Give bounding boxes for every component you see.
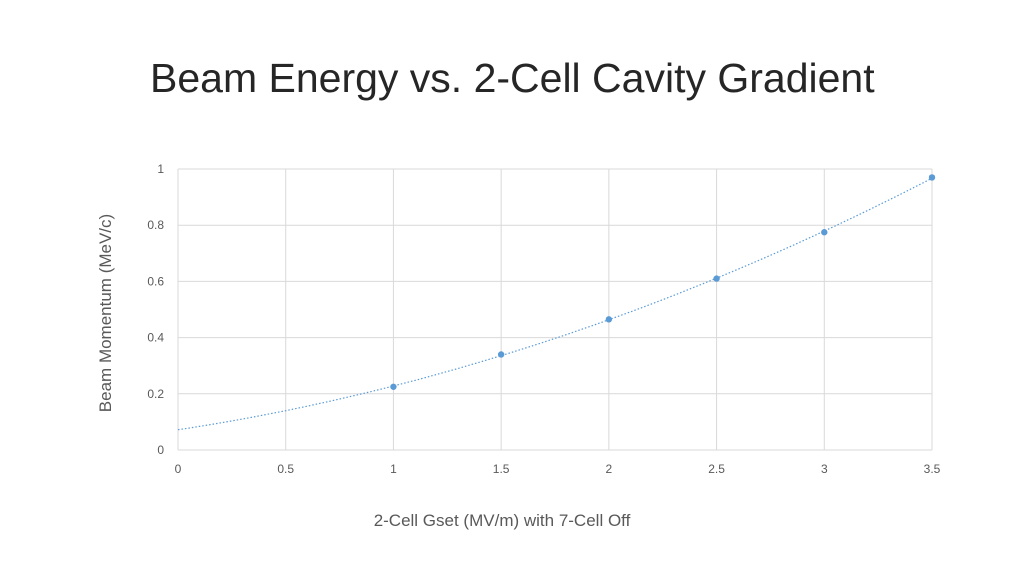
- data-point: [713, 275, 720, 282]
- data-point: [821, 229, 828, 236]
- data-points: [390, 174, 936, 390]
- y-tick-label: 0.4: [147, 331, 164, 345]
- x-axis-title: 2-Cell Gset (MV/m) with 7-Cell Off: [374, 511, 631, 530]
- x-tick-label: 2: [606, 462, 613, 476]
- data-point: [928, 174, 936, 181]
- y-tick-label: 0.2: [147, 387, 164, 401]
- y-tick-label: 0.6: [147, 274, 164, 288]
- y-tick-label: 0: [157, 443, 164, 457]
- x-tick-label: 1.5: [493, 462, 510, 476]
- trendline-group: [177, 177, 933, 431]
- x-tick-label: 3: [821, 462, 828, 476]
- x-tick-label: 3.5: [924, 462, 941, 476]
- trendline: [177, 177, 933, 431]
- data-point: [497, 351, 505, 358]
- y-tick-labels: 0 0.2 0.4 0.6 0.8 1: [147, 162, 164, 457]
- x-tick-label: 0: [175, 462, 182, 476]
- y-tick-label: 0.8: [147, 218, 164, 232]
- data-point: [390, 383, 397, 390]
- grid-lines: [177, 168, 933, 451]
- slide-title: Beam Energy vs. 2-Cell Cavity Gradient: [150, 55, 875, 101]
- x-tick-label: 1: [390, 462, 397, 476]
- y-tick-label: 1: [157, 162, 164, 176]
- x-tick-label: 2.5: [708, 462, 725, 476]
- x-tick-labels: 0 0.5 1 1.5 2 2.5 3 3.5: [175, 462, 941, 476]
- data-point: [605, 316, 613, 323]
- y-axis-title: Beam Momentum (MeV/c): [96, 214, 115, 412]
- x-tick-label: 0.5: [277, 462, 294, 476]
